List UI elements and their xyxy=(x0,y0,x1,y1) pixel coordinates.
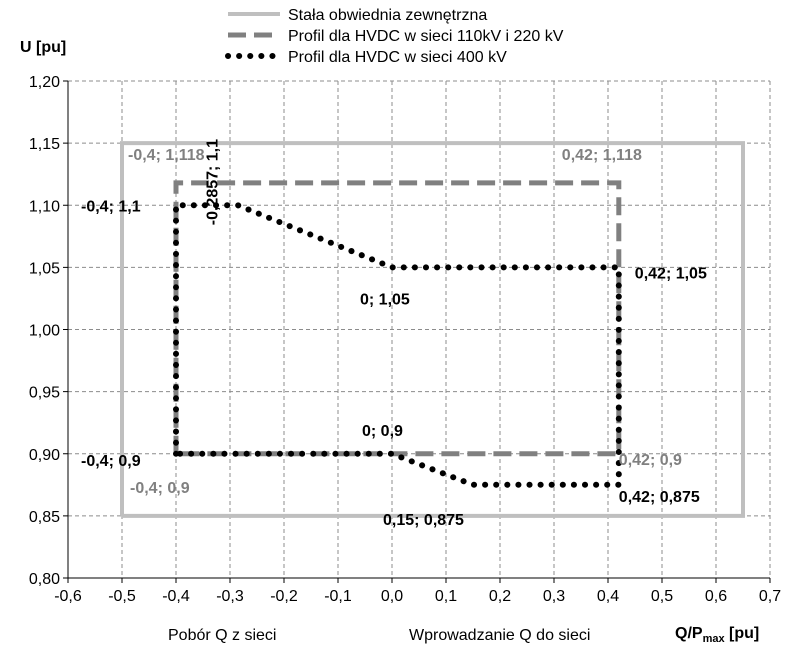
series-line-solid xyxy=(120,141,745,518)
data-label: 0,42; 1,118 xyxy=(562,147,642,164)
y-tick-label: 1,20 xyxy=(29,74,60,91)
annotation-layer: -0,4; 1,118 0,42; 1,118 -0,4; 1,1 -0,2857; … xyxy=(81,139,707,529)
y-axis-title: U [pu] xyxy=(20,39,66,56)
x-tick-label: 0,2 xyxy=(489,588,511,605)
x-tick-label: -0,6 xyxy=(54,588,82,605)
y-tick-label: 0,80 xyxy=(29,571,60,588)
data-label: 0,15; 0,875 xyxy=(383,512,464,529)
data-label: 0,42; 0,9 xyxy=(619,452,682,469)
legend-label: Profil dla HVDC w sieci 110kV i 220 kV xyxy=(288,28,564,45)
y-tick-label: 1,00 xyxy=(29,323,60,340)
legend-label: Profil dla HVDC w sieci 400 kV xyxy=(288,49,507,66)
legend: Stała obwiednia zewnętrzna Profil dla HVD… xyxy=(225,7,564,66)
x-tick-label: 0,5 xyxy=(651,588,673,605)
x-axis-title: Q/Pmax [pu] xyxy=(675,625,759,645)
x-tick-label: 0,3 xyxy=(543,588,565,605)
axes-layer: -0,6 -0,5 -0,4 -0,3 -0,2 -0,1 0,0 0,1 0,2 0,3 0,4 0… xyxy=(29,74,781,605)
y-tick-label: 0,95 xyxy=(29,385,60,402)
x-axis-title-main: Q/P xyxy=(675,625,703,642)
data-label: -0,4; 0,9 xyxy=(81,453,141,470)
x-tick-label: 0,4 xyxy=(597,588,619,605)
x-tick-label: -0,3 xyxy=(216,588,244,605)
x-tick-label: -0,1 xyxy=(324,588,352,605)
y-tick-label: 1,15 xyxy=(29,136,60,153)
data-label: -0,4; 1,1 xyxy=(81,198,141,215)
x-axis-title-unit: [pu] xyxy=(725,625,760,642)
data-label: -0,4; 0,9 xyxy=(130,480,190,497)
y-tick-label: 1,10 xyxy=(29,198,60,215)
series-line-dashed xyxy=(173,180,622,457)
x-axis-left-caption: Pobór Q z sieci xyxy=(168,627,276,644)
x-tick-label: 0,1 xyxy=(435,588,457,605)
x-tick-label: 0,0 xyxy=(381,588,403,605)
y-tick-label: 0,85 xyxy=(29,509,60,526)
series-layer xyxy=(120,141,745,518)
data-label: -0,4; 1,118 xyxy=(128,147,205,164)
data-label: 0; 0,9 xyxy=(362,423,403,440)
y-tick-label: 1,05 xyxy=(29,260,60,277)
x-axis-title-sub: max xyxy=(703,633,726,645)
y-tick-label: 0,90 xyxy=(29,447,60,464)
x-axis-right-caption: Wprowadzanie Q do sieci xyxy=(409,627,590,644)
data-label: 0,42; 0,875 xyxy=(619,489,700,506)
data-label: 0,42; 1,05 xyxy=(635,265,707,282)
data-label: 0; 1,05 xyxy=(360,291,410,308)
data-label: -0,2857; 1,1 xyxy=(205,139,222,225)
x-tick-label: -0,4 xyxy=(162,588,190,605)
legend-label: Stała obwiednia zewnętrzna xyxy=(288,7,487,24)
series-line-dotted xyxy=(173,202,622,488)
x-tick-label: 0,7 xyxy=(759,588,781,605)
x-tick-label: 0,6 xyxy=(705,588,727,605)
x-tick-label: -0,5 xyxy=(108,588,136,605)
x-tick-label: -0,2 xyxy=(270,588,298,605)
